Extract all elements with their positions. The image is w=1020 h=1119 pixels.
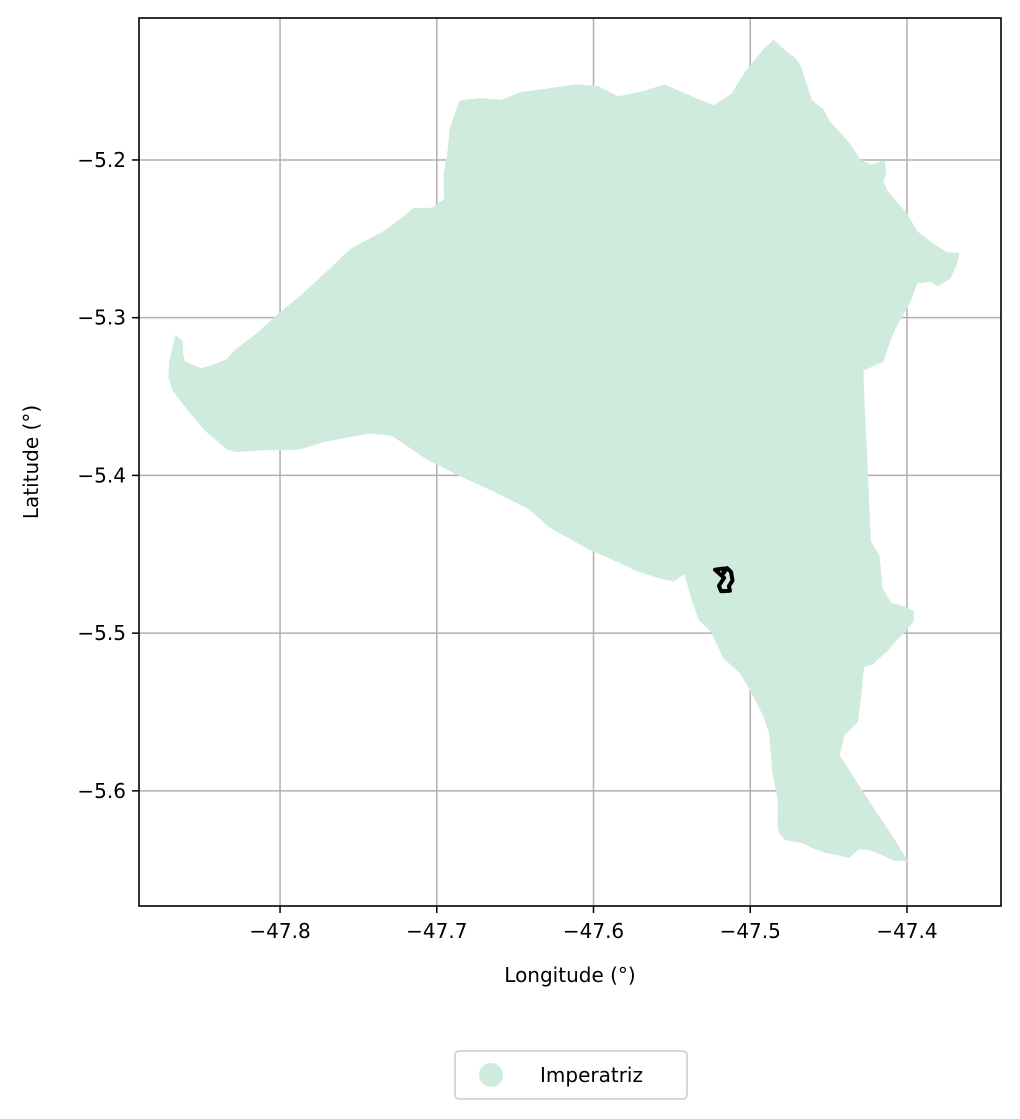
urban-area-outline [713,566,735,594]
imperatriz-region [168,39,960,862]
map-plot-area [138,17,1002,907]
y-tick-label-1: −5.3 [77,306,126,330]
y-tick-label-2: −5.4 [77,463,126,487]
y-axis-ticks: −5.2 −5.3 −5.4 −5.5 −5.6 [77,148,139,803]
y-tick-label-4: −5.6 [77,779,126,803]
legend-label-imperatriz: Imperatriz [540,1063,643,1087]
x-tick-label-3: −47.5 [720,919,781,943]
x-tick-label-2: −47.6 [563,919,624,943]
x-axis-label: Longitude (°) [504,963,635,987]
x-axis-ticks: −47.8 −47.7 −47.6 −47.5 −47.4 [249,906,938,943]
legend-swatch-imperatriz [479,1063,503,1087]
axes-frame [138,17,1002,907]
x-tick-label-0: −47.8 [249,919,310,943]
x-tick-label-1: −47.7 [406,919,467,943]
legend: Imperatriz [454,1050,688,1100]
y-tick-label-0: −5.2 [77,148,126,172]
y-axis-label: Latitude (°) [19,405,43,519]
legend-box [454,1050,688,1100]
y-tick-label-3: −5.5 [77,621,126,645]
x-tick-label-4: −47.4 [876,919,937,943]
